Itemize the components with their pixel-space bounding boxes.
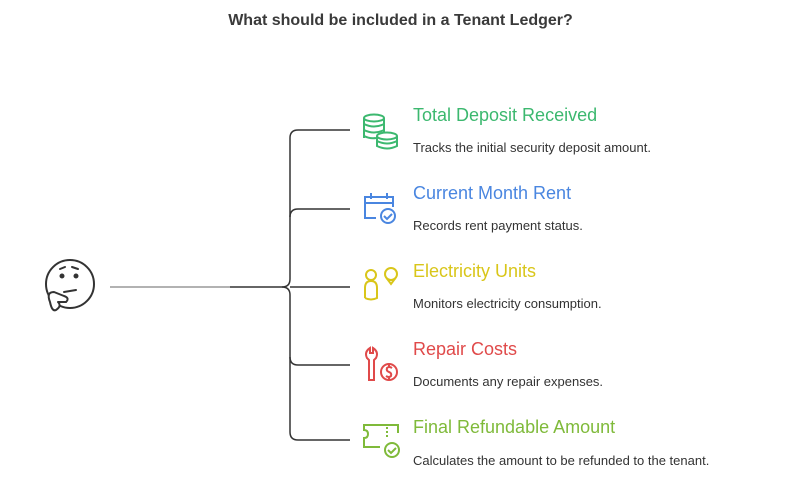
- item-title: Repair Costs: [413, 339, 518, 359]
- item-title: Total Deposit Received: [413, 105, 598, 125]
- item-title: Current Month Rent: [413, 183, 572, 203]
- coins-icon: [363, 113, 398, 150]
- item-title: Final Refundable Amount: [413, 417, 616, 437]
- wrench-dollar-icon: [365, 346, 398, 381]
- item-description: Monitors electricity consumption.: [413, 296, 602, 311]
- item-description: Calculates the amount to be refunded to …: [413, 453, 710, 468]
- calendar-check-icon: [364, 193, 396, 224]
- person-lightbulb-icon: [364, 267, 398, 301]
- item-description: Tracks the initial security deposit amou…: [413, 140, 651, 155]
- diagram-title: What should be included in a Tenant Ledg…: [228, 12, 573, 29]
- item-title: Electricity Units: [413, 261, 537, 281]
- thinking-face-icon: [45, 259, 95, 312]
- item-description: Records rent payment status.: [413, 218, 583, 233]
- item-description: Documents any repair expenses.: [413, 374, 604, 389]
- ticket-check-icon: [363, 424, 400, 458]
